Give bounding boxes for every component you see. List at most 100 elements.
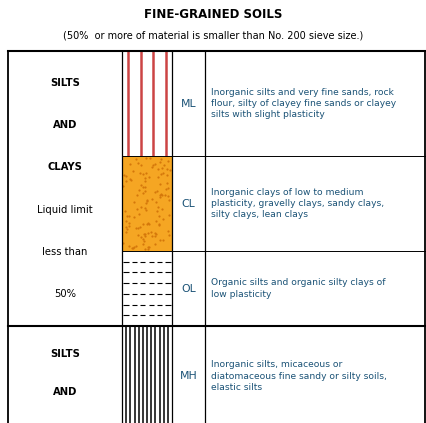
Point	[157, 180, 164, 187]
Point	[165, 192, 172, 199]
Point	[131, 243, 138, 250]
Point	[145, 244, 152, 250]
Point	[156, 237, 163, 244]
Point	[143, 207, 150, 214]
Text: 50%: 50%	[54, 289, 76, 299]
Point	[146, 173, 153, 180]
Point	[151, 160, 158, 167]
Point	[140, 170, 147, 177]
Point	[166, 212, 173, 218]
Point	[142, 188, 149, 195]
Point	[127, 176, 133, 183]
Point	[154, 166, 161, 173]
Point	[162, 186, 169, 192]
Point	[130, 168, 137, 175]
Text: MH: MH	[180, 371, 197, 381]
Point	[141, 231, 148, 238]
Point	[147, 154, 154, 161]
Point	[121, 171, 128, 178]
Point	[126, 242, 133, 249]
Point	[122, 178, 129, 185]
Point	[142, 155, 149, 162]
Point	[154, 174, 161, 181]
Point	[145, 220, 152, 227]
Point	[151, 188, 158, 195]
Point	[137, 204, 144, 211]
Point	[163, 171, 170, 178]
Point	[163, 180, 170, 187]
Point	[158, 156, 165, 163]
Point	[141, 177, 148, 184]
Point	[131, 214, 138, 220]
Point	[165, 197, 172, 203]
Point	[141, 231, 147, 238]
Point	[153, 217, 159, 224]
Point	[142, 170, 149, 176]
Point	[156, 192, 163, 198]
Point	[155, 203, 161, 210]
Text: (50%  or more of material is smaller than No. 200 sieve size.): (50% or more of material is smaller than…	[63, 30, 363, 40]
Point	[155, 221, 162, 228]
Point	[138, 162, 145, 169]
Point	[144, 197, 150, 204]
Point	[167, 167, 173, 174]
Text: AND: AND	[53, 120, 77, 130]
Point	[123, 173, 130, 179]
Point	[148, 163, 155, 170]
Point	[130, 244, 136, 251]
Point	[161, 192, 168, 198]
Point	[160, 237, 167, 244]
Point	[154, 187, 161, 194]
Point	[155, 213, 162, 220]
Text: FINE-GRAINED SOILS: FINE-GRAINED SOILS	[144, 8, 282, 21]
Point	[140, 238, 147, 245]
Point	[135, 159, 141, 166]
Point	[141, 246, 148, 253]
Point	[131, 199, 138, 206]
Point	[133, 243, 140, 250]
Point	[123, 218, 130, 225]
Point	[137, 169, 144, 176]
Point	[146, 220, 153, 227]
Text: SILTS: SILTS	[50, 349, 80, 359]
Point	[137, 224, 144, 231]
Text: Inorganic silts, micaceous or
diatomaceous fine sandy or silty soils,
elastic si: Inorganic silts, micaceous or diatomaceo…	[211, 360, 387, 392]
Point	[126, 222, 133, 229]
Text: AND: AND	[53, 387, 77, 397]
Point	[158, 165, 165, 172]
Point	[126, 161, 133, 168]
Point	[138, 182, 144, 189]
Point	[142, 184, 149, 191]
Point	[155, 221, 162, 228]
Point	[144, 221, 150, 228]
Point	[132, 156, 139, 163]
Point	[120, 240, 127, 247]
Point	[159, 170, 166, 176]
Point	[153, 198, 160, 205]
Point	[158, 170, 165, 177]
Point	[121, 207, 128, 214]
Point	[160, 216, 167, 222]
Point	[158, 190, 164, 197]
Point	[133, 224, 140, 231]
Text: Inorganic silts and very fine sands, rock
flour, silty of clayey fine sands or c: Inorganic silts and very fine sands, roc…	[211, 88, 396, 119]
Point	[123, 226, 130, 233]
Point	[126, 220, 132, 226]
Point	[164, 185, 171, 192]
Text: OL: OL	[181, 283, 196, 294]
Point	[126, 212, 133, 219]
Point	[135, 225, 141, 232]
Point	[157, 193, 164, 200]
Point	[122, 224, 129, 231]
Point	[152, 231, 159, 238]
Point	[142, 233, 149, 239]
Point	[154, 208, 161, 214]
Point	[135, 232, 141, 239]
Text: Liquid limit: Liquid limit	[37, 205, 93, 214]
Point	[163, 165, 170, 172]
Bar	[122, 326, 172, 423]
Point	[142, 205, 149, 212]
Point	[124, 213, 131, 220]
Point	[120, 183, 127, 190]
Point	[148, 229, 155, 236]
